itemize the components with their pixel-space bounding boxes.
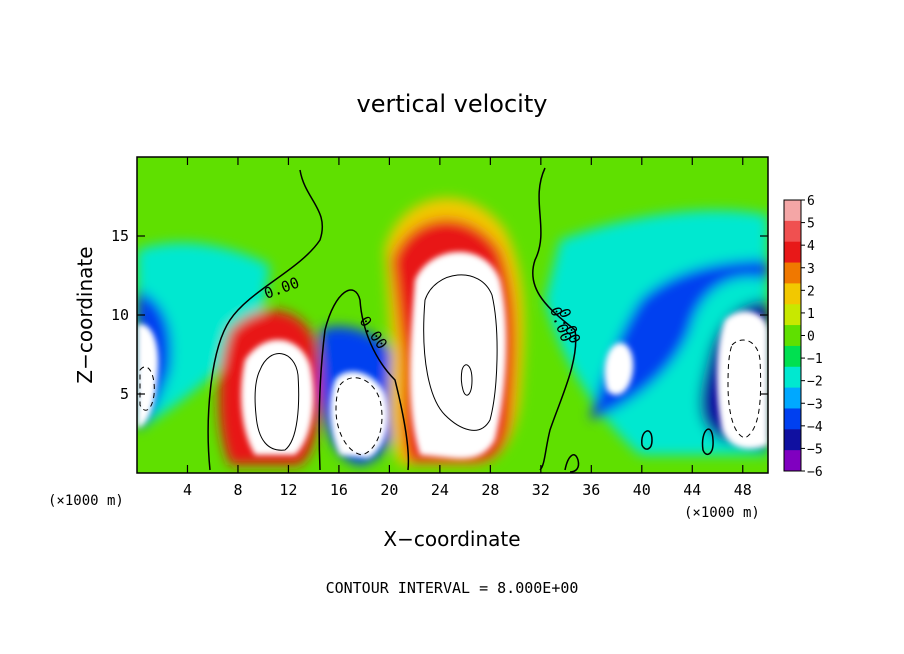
y-tick-label: 5 [120,385,129,403]
x-tick-label: 24 [431,481,449,499]
x-tick-label: 28 [481,481,499,499]
colorbar-label: 4 [807,239,815,254]
contour-zero-small-3 [701,428,714,456]
colorbar-swatch [784,450,801,472]
colorbar-label: 2 [807,284,815,299]
x-tick-label: 4 [183,481,192,499]
field-white-center-cell [410,251,507,459]
contour-negative-right [727,339,762,439]
y-tick-label: 10 [111,306,129,324]
contour-zero-right [532,167,577,471]
x-tick-label: 44 [683,481,701,499]
colorbar: 6 5 4 3 2 1 0 −1 −2 −3 −4 −5 −6 [783,194,823,480]
y-tick-label: 15 [111,227,129,245]
contour-zero-small-2 [641,430,653,450]
colorbar-label: −1 [807,352,823,367]
colorbar-swatch [784,408,801,430]
contour-positive-core [460,364,473,396]
x-tick-label: 16 [330,481,348,499]
field-white-right-cell [717,311,768,449]
y-axis-title: Z−coordinate [73,246,97,383]
colorbar-swatch [784,262,801,284]
x-unit-right: (×1000 m) [684,505,760,521]
contour-positive-center [423,274,498,431]
x-tick-label: 36 [582,481,600,499]
field-blue-right [590,260,768,420]
colorbar-swatch [784,241,801,264]
y-axis: 5 10 15 [111,227,768,403]
x-tick-label: 40 [633,481,651,499]
contour-negative-center [335,377,383,456]
colorbar-label: 1 [807,307,815,322]
colorbar-label: −6 [807,465,823,480]
colorbar-label: −3 [807,397,823,412]
colorbar-swatch [784,220,801,243]
x-tick-label: 12 [279,481,297,499]
colorbar-swatch [784,366,801,389]
contour-zero-mid-left [318,289,410,471]
x-axis: 4 8 12 16 20 24 28 32 36 40 44 48 [183,157,752,499]
field-white-small-right [604,342,634,395]
x-tick-label: 20 [380,481,398,499]
colorbar-swatch [784,304,801,326]
colorbar-label: 0 [807,330,815,345]
colorbar-swatch [784,345,801,368]
colorbar-label: 6 [807,194,815,209]
chart-title: vertical velocity [357,90,548,118]
field-white-blue-core [330,371,388,458]
colorbar-label: −2 [807,375,823,390]
contour-interval-label: CONTOUR INTERVAL = 8.000E+00 [326,579,579,597]
contour-zero-small-1 [564,454,580,473]
x-unit-left: (×1000 m) [48,493,124,509]
field-white-left-edge [137,324,159,428]
colorbar-swatch [784,387,801,409]
x-tick-label: 8 [233,481,242,499]
field-cyan-left [137,242,270,430]
colorbar-label: 5 [807,217,815,232]
colorbar-swatch [784,283,801,305]
x-axis-title: X−coordinate [383,527,520,551]
contour-zero-left [207,169,323,471]
contour-positive-left [254,353,300,451]
colorbar-swatch [784,325,801,347]
x-tick-label: 48 [734,481,752,499]
colorbar-label: −5 [807,442,823,457]
colorbar-label: 3 [807,262,815,277]
colorbar-swatch [784,200,801,222]
x-tick-label: 32 [532,481,550,499]
contour-negative-left [139,366,155,411]
field-white-left-cell [241,339,314,455]
colorbar-swatch [784,429,801,451]
colorbar-label: −4 [807,420,823,435]
heatmap-field [137,157,768,473]
